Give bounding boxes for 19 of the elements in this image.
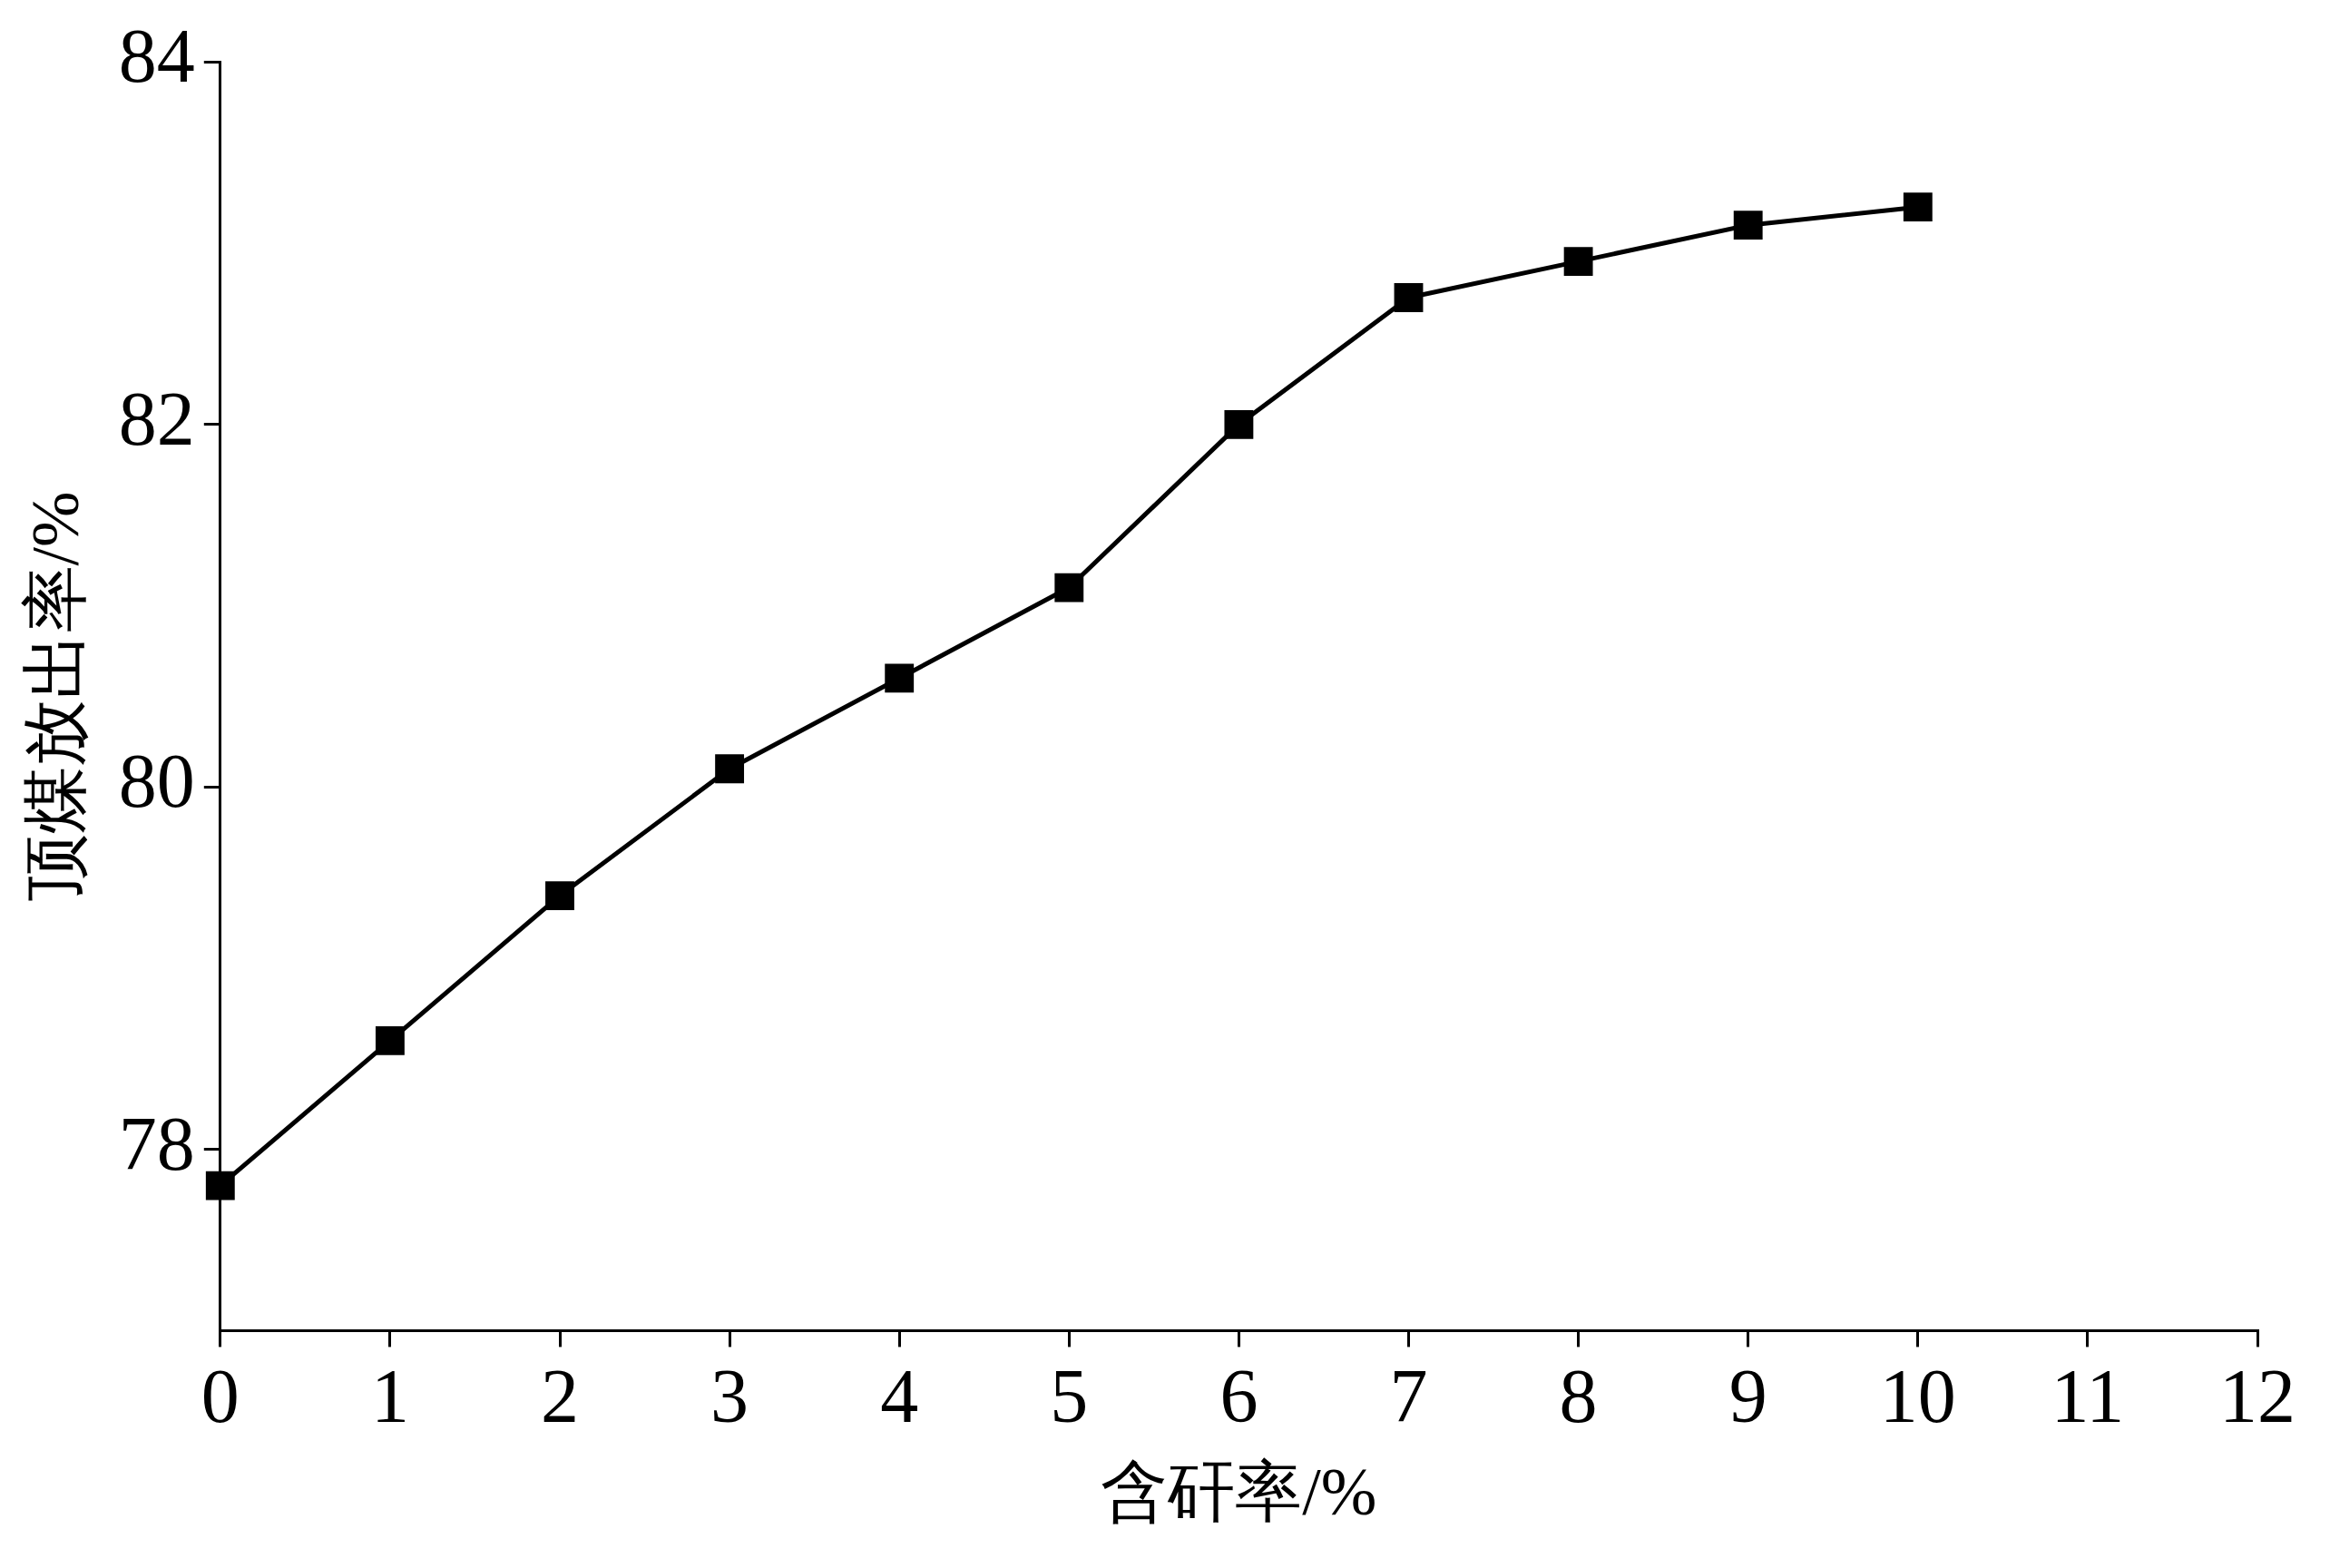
x-tick-label: 4 xyxy=(880,1353,919,1438)
x-tick-label: 10 xyxy=(1879,1353,1956,1438)
y-axis-title: 顶煤放出率/% xyxy=(17,491,93,902)
x-tick-label: 2 xyxy=(541,1353,579,1438)
y-tick-label: 80 xyxy=(118,739,195,824)
x-tick-label: 9 xyxy=(1728,1353,1767,1438)
x-tick-label: 1 xyxy=(370,1353,409,1438)
y-tick-label: 78 xyxy=(118,1101,195,1186)
y-tick-label: 84 xyxy=(118,14,195,99)
x-tick-label: 3 xyxy=(710,1353,749,1438)
x-tick-label: 11 xyxy=(2051,1353,2125,1438)
x-tick-label: 0 xyxy=(201,1353,240,1438)
x-tick-label: 12 xyxy=(2219,1353,2296,1438)
x-tick-label: 5 xyxy=(1050,1353,1089,1438)
x-tick-label: 7 xyxy=(1389,1353,1428,1438)
x-tick-label: 6 xyxy=(1219,1353,1258,1438)
y-tick-label: 82 xyxy=(118,376,195,461)
x-axis-title: 含矸率/% xyxy=(1101,1455,1377,1530)
x-tick-label: 8 xyxy=(1559,1353,1598,1438)
